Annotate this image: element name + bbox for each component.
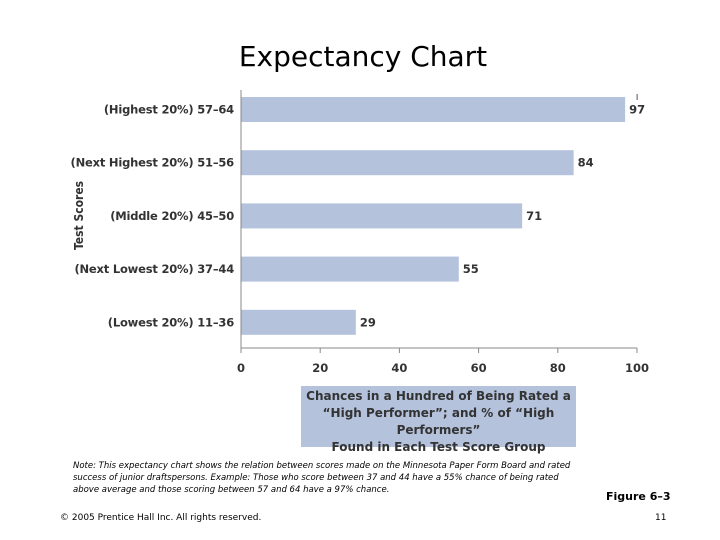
- value-label-4: 29: [360, 315, 376, 329]
- bar-3: [241, 256, 459, 282]
- category-label-1: (Next Highest 20%) 51–56: [71, 156, 235, 170]
- bar-1: [241, 150, 574, 176]
- page-title: Expectancy Chart: [238, 40, 488, 73]
- category-label-2: (Middle 20%) 45–50: [110, 209, 234, 223]
- x-axis: 0 20 40 60 80 100: [237, 90, 649, 375]
- x-tick-label-5: 100: [625, 361, 649, 375]
- bars-layer: [241, 97, 626, 335]
- x-tick-label-2: 40: [391, 361, 407, 375]
- value-label-3: 55: [463, 262, 479, 276]
- value-label-1: 84: [578, 156, 594, 170]
- chart-note: Note: This expectancy chart shows the re…: [73, 461, 571, 495]
- bar-0: [241, 97, 626, 122]
- copyright-notice: © 2005 Prentice Hall Inc. All rights res…: [60, 513, 262, 523]
- bar-4: [241, 309, 356, 335]
- value-labels: 97 84 71 55 29: [360, 94, 645, 329]
- value-label-2: 71: [526, 209, 542, 223]
- x-axis-title-line-3: Found in Each Test Score Group: [331, 440, 546, 454]
- category-label-0: (Highest 20%) 57–64: [104, 103, 234, 117]
- x-tick-label-3: 60: [471, 361, 487, 375]
- value-label-0: 97: [629, 103, 645, 117]
- figure-reference: Figure 6–3: [606, 490, 671, 503]
- bar-2: [241, 203, 523, 229]
- x-tick-label-4: 80: [550, 361, 566, 375]
- x-tick-label-1: 20: [312, 361, 328, 375]
- category-labels: (Highest 20%) 57–64 (Next Highest 20%) 51…: [71, 103, 235, 330]
- x-axis-title-line-2: “High Performer”; and % of “High Perform…: [322, 406, 555, 437]
- category-label-4: (Lowest 20%) 11–36: [108, 315, 234, 329]
- page-number: 11: [655, 513, 667, 523]
- x-axis-title: Chances in a Hundred of Being Rated a “H…: [301, 386, 576, 454]
- x-tick-label-0: 0: [237, 361, 245, 375]
- x-axis-title-line-1: Chances in a Hundred of Being Rated a: [306, 389, 571, 403]
- category-label-3: (Next Lowest 20%) 37–44: [74, 262, 234, 276]
